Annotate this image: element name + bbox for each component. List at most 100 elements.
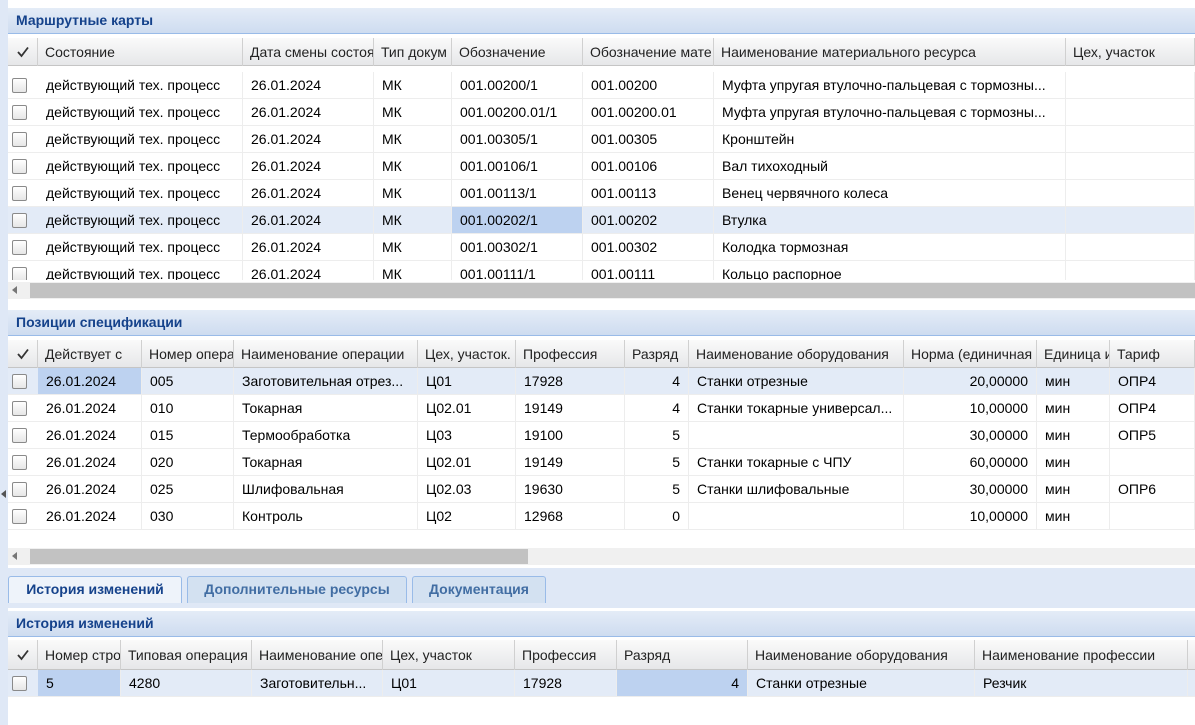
grid-cell[interactable]: Станки отрезные	[689, 368, 904, 394]
grid-cell[interactable]: 001.00202	[583, 207, 714, 233]
grid-row[interactable]: действующий тех. процесс 26.01.2024 МК 001.…	[8, 99, 1195, 126]
grid-cell[interactable]: 12968	[516, 503, 625, 529]
grid-cell[interactable]: 001.00305/1	[452, 126, 583, 152]
column-header[interactable]: Наименование опе	[252, 640, 383, 670]
grid-cell[interactable]: Вал тихоходный	[714, 153, 1066, 179]
tab[interactable]: История изменений	[8, 576, 182, 603]
grid-row[interactable]: действующий тех. процесс 26.01.2024 МК 001.…	[8, 234, 1195, 261]
grid-row[interactable]: 5 4280 Заготовительн... Ц01 17928 4 Станки отр…	[8, 670, 1195, 697]
grid-cell[interactable]: 001.00111	[583, 261, 714, 280]
column-header[interactable]: Наименование оборудования	[748, 640, 975, 670]
grid-row[interactable]: 26.01.2024 015 Термообработка Ц03 19100 5 30,0…	[8, 422, 1195, 449]
column-header[interactable]: Цех, участок	[383, 640, 515, 670]
row-checkbox[interactable]	[12, 455, 27, 470]
grid-cell[interactable]: Колодка тормозная	[714, 234, 1066, 260]
grid-cell[interactable]	[1066, 72, 1195, 98]
grid-cell[interactable]: мин	[1037, 476, 1110, 502]
grid-cell[interactable]: Станки токарные универсал...	[689, 395, 904, 421]
grid-cell[interactable]: 19100	[516, 422, 625, 448]
row-checkbox[interactable]	[12, 401, 27, 416]
row-checkbox[interactable]	[12, 374, 27, 389]
grid-cell[interactable]: действующий тех. процесс	[38, 207, 243, 233]
grid-cell[interactable]: 001.00106	[583, 153, 714, 179]
grid-cell[interactable]: мин	[1037, 368, 1110, 394]
grid-row[interactable]: 26.01.2024 010 Токарная Ц02.01 19149 4 Станки …	[8, 395, 1195, 422]
grid-cell[interactable]: Станки отрезные	[748, 670, 975, 696]
grid-cell[interactable]: 20,00000	[904, 368, 1037, 394]
grid-cell[interactable]: 26.01.2024	[243, 99, 374, 125]
grid-cell[interactable]: 001.00202/1	[452, 207, 583, 233]
column-header[interactable]: Наименование оборудования	[689, 340, 904, 368]
column-header[interactable]: Норма (единичная	[904, 340, 1037, 368]
row-checkbox[interactable]	[12, 159, 27, 174]
grid-cell[interactable]: 001.00302	[583, 234, 714, 260]
grid-cell[interactable]: 26.01.2024	[38, 395, 142, 421]
grid-cell[interactable]	[1066, 261, 1195, 280]
grid-cell[interactable]: 001.00305	[583, 126, 714, 152]
column-header[interactable]: Наименование материального ресурса	[714, 38, 1066, 66]
grid-cell[interactable]: 17928	[516, 368, 625, 394]
grid-cell[interactable]: 005	[142, 368, 234, 394]
grid-cell[interactable]: мин	[1037, 449, 1110, 475]
grid-cell[interactable]: 001.00200.01	[583, 99, 714, 125]
grid-cell[interactable]: 4	[625, 368, 689, 394]
grid-cell[interactable]: действующий тех. процесс	[38, 72, 243, 98]
grid-cell[interactable]	[1066, 234, 1195, 260]
grid-cell[interactable]: МК	[374, 126, 452, 152]
grid-cell[interactable]	[1066, 99, 1195, 125]
grid-cell[interactable]: 5	[625, 449, 689, 475]
grid-cell[interactable]: Заготовительн...	[252, 670, 383, 696]
grid-cell[interactable]: 0	[625, 503, 689, 529]
scroll-left-arrow[interactable]	[12, 552, 17, 560]
column-header[interactable]: Цех, участок.	[418, 340, 516, 368]
grid-cell[interactable]: 30,00000	[904, 422, 1037, 448]
grid-cell[interactable]: 001.00200	[583, 72, 714, 98]
column-header[interactable]: Обозначение мате	[583, 38, 714, 66]
row-checkbox[interactable]	[12, 267, 27, 280]
grid-cell[interactable]: 26.01.2024	[243, 72, 374, 98]
grid-row[interactable]: действующий тех. процесс 26.01.2024 МК 001.…	[8, 261, 1195, 280]
grid-cell[interactable]: Муфта упругая втулочно-пальцевая с тормо…	[714, 72, 1066, 98]
row-checkbox[interactable]	[12, 132, 27, 147]
row-checkbox[interactable]	[12, 105, 27, 120]
grid-cell[interactable]: 001.00113	[583, 180, 714, 206]
grid-cell[interactable]: мин	[1037, 395, 1110, 421]
row-checkbox[interactable]	[12, 482, 27, 497]
grid-cell[interactable]: мин	[1037, 503, 1110, 529]
grid-cell[interactable]: ОПР5	[1110, 422, 1195, 448]
grid-cell[interactable]: 26.01.2024	[243, 180, 374, 206]
grid-cell[interactable]: 001.00200/1	[452, 72, 583, 98]
grid-cell[interactable]: Ц02.01	[418, 395, 516, 421]
grid-cell[interactable]: 26.01.2024	[38, 449, 142, 475]
grid-cell[interactable]: 025	[142, 476, 234, 502]
select-all-checkbox[interactable]	[8, 340, 38, 368]
column-header[interactable]: Профессия	[515, 640, 617, 670]
column-header[interactable]: Состояние	[38, 38, 243, 66]
grid-cell[interactable]: мин	[1037, 422, 1110, 448]
column-header[interactable]: Наименование операции	[234, 340, 418, 368]
grid-cell[interactable]: 26.01.2024	[243, 153, 374, 179]
grid-cell[interactable]: Муфта упругая втулочно-пальцевая с тормо…	[714, 99, 1066, 125]
grid-cell[interactable]: МК	[374, 207, 452, 233]
grid-cell[interactable]: 26.01.2024	[38, 503, 142, 529]
grid-cell[interactable]: 001.00113/1	[452, 180, 583, 206]
grid-cell[interactable]: 19630	[516, 476, 625, 502]
grid-cell[interactable]	[1066, 126, 1195, 152]
grid-cell[interactable]: 4	[617, 670, 748, 696]
select-all-checkbox[interactable]	[8, 38, 38, 66]
grid-cell[interactable]: МК	[374, 99, 452, 125]
tab[interactable]: Документация	[412, 576, 546, 603]
grid-cell[interactable]: действующий тех. процесс	[38, 126, 243, 152]
grid-cell[interactable]	[1110, 449, 1195, 475]
tab[interactable]: Дополнительные ресурсы	[187, 576, 407, 603]
grid-cell[interactable]: 001.00111/1	[452, 261, 583, 280]
column-header[interactable]: Тариф	[1110, 340, 1195, 368]
row-checkbox[interactable]	[12, 240, 27, 255]
grid-cell[interactable]: Кольцо распорное	[714, 261, 1066, 280]
grid-row[interactable]: 26.01.2024 030 Контроль Ц02 12968 0 10,00000 ми…	[8, 503, 1195, 530]
grid-cell[interactable]: Ц02.03	[418, 476, 516, 502]
column-header[interactable]: Номер стро	[38, 640, 121, 670]
grid-cell[interactable]	[1066, 153, 1195, 179]
grid-cell[interactable]: 60,00000	[904, 449, 1037, 475]
scroll-thumb[interactable]	[30, 283, 1195, 298]
